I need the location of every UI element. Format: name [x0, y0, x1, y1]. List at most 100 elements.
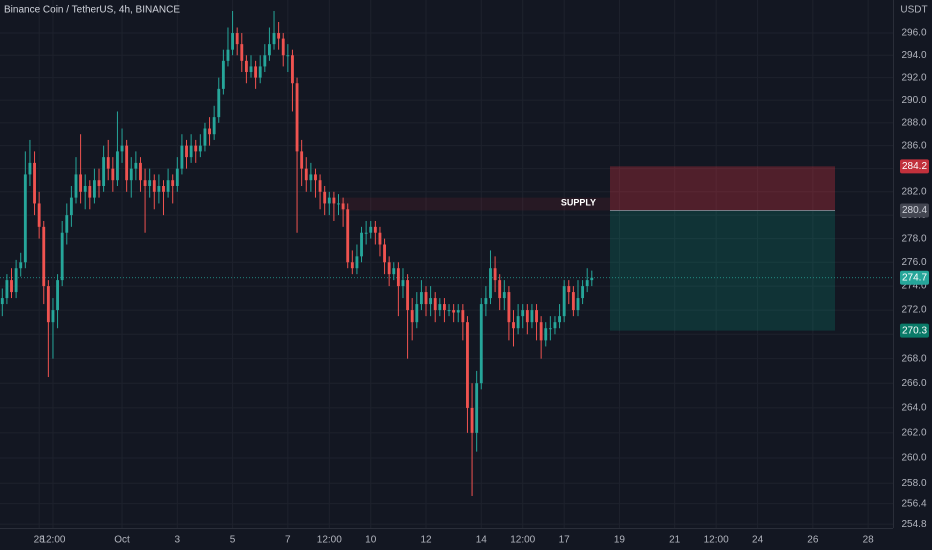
candle-body: [203, 128, 207, 146]
candle-body: [69, 197, 73, 216]
candle-body: [102, 157, 106, 186]
y-tick-label: 260.0: [901, 453, 926, 464]
candle-body: [171, 180, 175, 186]
candle-body: [180, 145, 184, 169]
candle-body: [318, 180, 322, 192]
y-tick-label: 276.0: [901, 257, 926, 268]
candle-body: [475, 383, 479, 433]
x-tick-label: 24: [752, 535, 764, 546]
candle-body: [143, 180, 147, 186]
y-tick-label: 294.0: [901, 50, 926, 61]
candle-body: [51, 310, 55, 323]
candle-body: [240, 44, 244, 61]
y-tick-label: 272.0: [901, 305, 926, 316]
candle-body: [493, 268, 497, 281]
candle-body: [548, 328, 552, 330]
candle-body: [562, 286, 566, 317]
price-tag: [900, 203, 929, 218]
candle-body: [452, 310, 456, 313]
price-tag-label: 274.7: [902, 272, 927, 283]
candle-body: [521, 310, 525, 317]
candle-body: [111, 168, 115, 181]
candle-body: [406, 280, 410, 311]
candle-body: [373, 226, 377, 233]
candle-body: [323, 191, 327, 204]
candle-body: [512, 322, 515, 329]
candle-body: [56, 280, 59, 311]
x-tick-label: 12:00: [510, 535, 535, 546]
x-tick-label: 26: [807, 535, 819, 546]
candle-body: [387, 262, 391, 275]
candle-body: [369, 226, 373, 233]
supply-zone: [340, 197, 610, 211]
candle-body: [5, 280, 9, 299]
candle-body: [46, 286, 50, 323]
candle-body: [286, 55, 290, 57]
candle-body: [415, 304, 419, 323]
candle-body: [401, 280, 405, 287]
y-tick-label: 296.0: [901, 28, 926, 39]
candle-body: [175, 168, 179, 186]
candle-body: [516, 316, 520, 329]
candle-body: [341, 203, 345, 210]
price-tag-label: 270.3: [902, 325, 927, 336]
candle-body: [498, 280, 502, 299]
x-tick-label: 28: [863, 535, 875, 546]
y-tick-label: 254.8: [901, 519, 926, 530]
y-tick-label: 262.0: [901, 427, 926, 438]
candle-body: [157, 185, 161, 192]
candle-body: [88, 185, 92, 198]
candle-body: [419, 292, 423, 305]
candle-body: [346, 209, 350, 263]
y-tick-label: 256.4: [901, 498, 926, 509]
axes: 254.8 256.4 258.0 260.0 262.0 264.0 266.0 268.0…: [34, 28, 929, 546]
candle-body: [392, 268, 396, 275]
candle-body: [65, 215, 69, 233]
candle-body: [300, 151, 304, 169]
x-tick-label: 12: [420, 535, 432, 546]
candle-body: [189, 145, 193, 158]
candle-body: [231, 33, 235, 50]
candle-body: [558, 316, 561, 323]
candle-body: [429, 298, 433, 305]
candle-body: [258, 66, 262, 78]
candle-body: [507, 292, 511, 323]
candle-body: [535, 310, 538, 323]
candle-body: [281, 38, 285, 56]
candle-body: [360, 232, 363, 257]
candles: [0, 10, 594, 496]
candle-body: [442, 304, 446, 311]
candle-body: [33, 162, 36, 204]
candle-body: [314, 174, 317, 181]
candle-body: [10, 280, 13, 293]
candle-body: [272, 33, 276, 45]
candle-body: [194, 145, 198, 152]
y-tick-label: 286.0: [901, 140, 926, 151]
candle-body: [263, 55, 267, 67]
candle-body: [152, 180, 156, 192]
candle-body: [208, 128, 211, 135]
candle-body: [166, 180, 170, 192]
candle-body: [295, 83, 299, 152]
candle-body: [576, 298, 580, 311]
candle-body: [212, 117, 216, 135]
candle-body: [539, 322, 543, 341]
candle-body: [525, 310, 529, 323]
candle-body: [120, 145, 124, 152]
candle-body: [83, 185, 87, 192]
y-tick-label: 282.0: [901, 186, 926, 197]
y-tick-label: 258.0: [901, 478, 926, 489]
candle-body: [267, 44, 271, 56]
candle-body: [447, 310, 451, 312]
grid: [0, 0, 893, 528]
candle-body: [28, 162, 32, 175]
candle-body: [304, 168, 308, 181]
candle-body: [581, 286, 585, 299]
candle-body: [129, 168, 133, 181]
candle-body: [19, 262, 23, 269]
candle-body: [470, 407, 474, 433]
candle-body: [198, 145, 202, 152]
x-tick-label: 17: [559, 535, 571, 546]
candle-body: [327, 197, 331, 204]
